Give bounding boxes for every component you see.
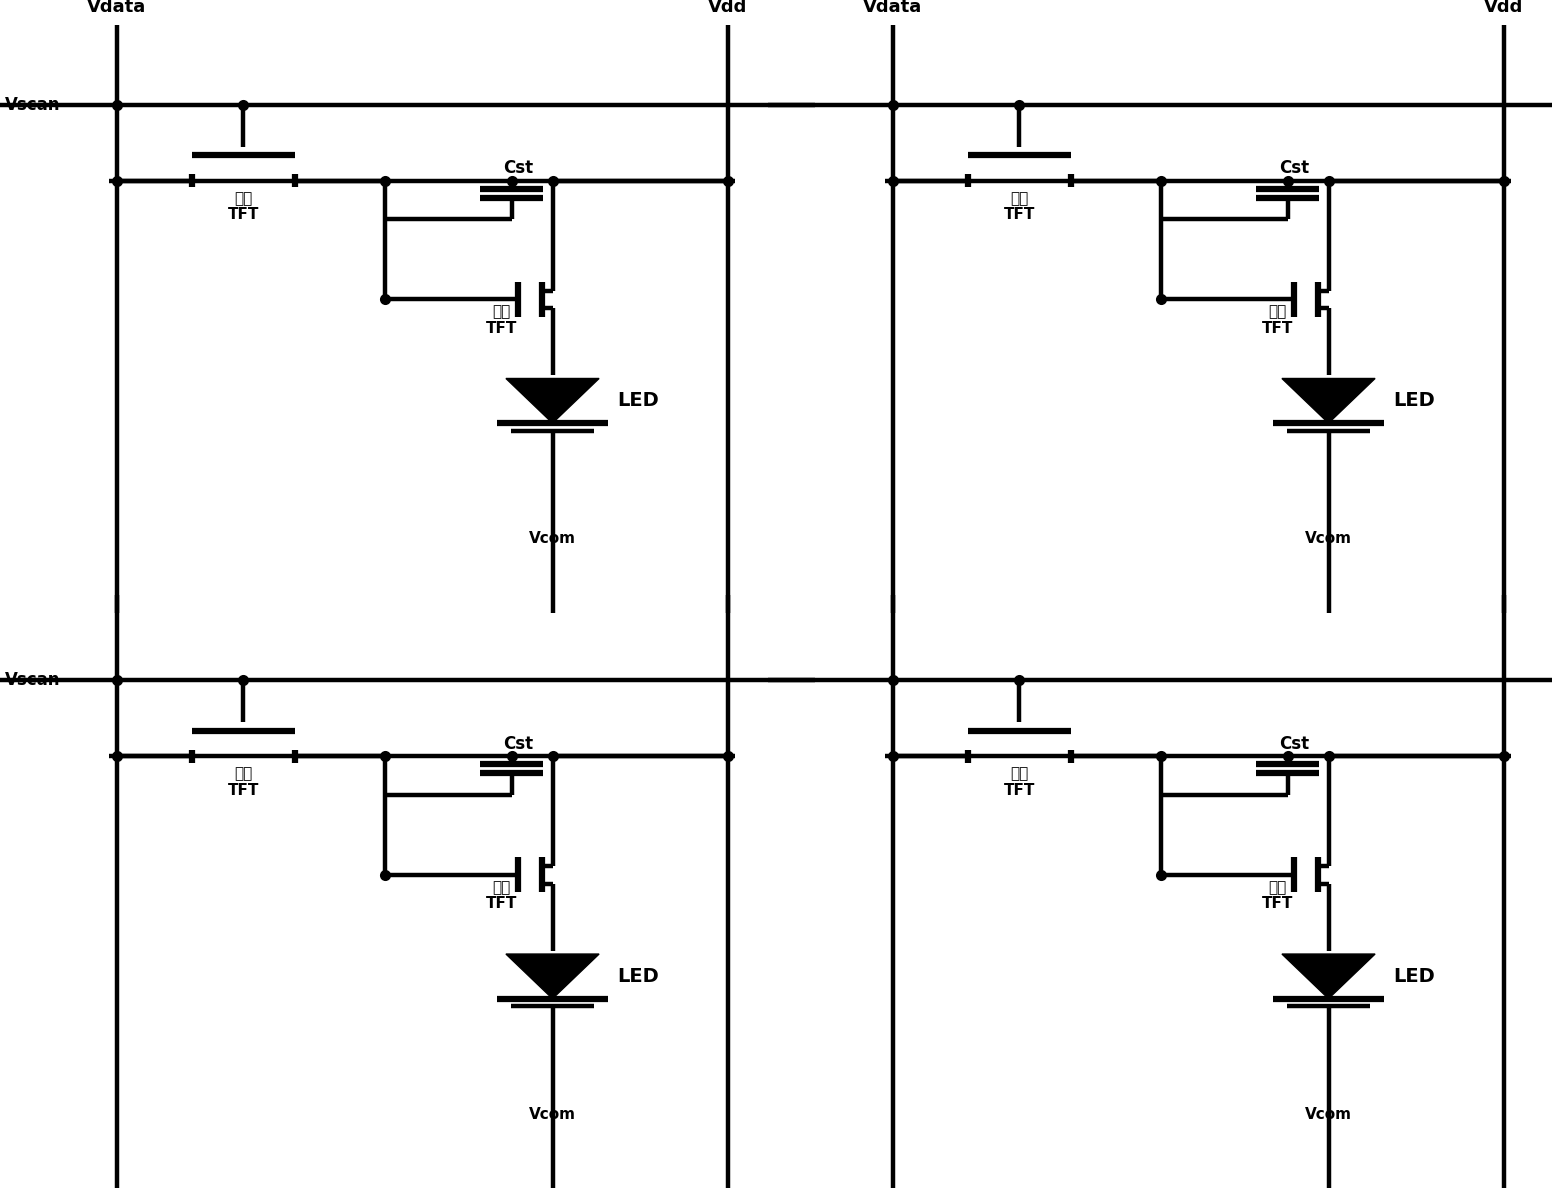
Text: 驱动
TFT: 驱动 TFT: [486, 880, 517, 911]
Text: LED: LED: [618, 967, 660, 986]
Text: LED: LED: [1394, 967, 1436, 986]
Text: LED: LED: [618, 391, 660, 410]
Text: Cst: Cst: [503, 160, 532, 178]
Text: 驱动
TFT: 驱动 TFT: [486, 305, 517, 336]
Text: 开关
TFT: 开关 TFT: [228, 767, 259, 798]
Text: 驱动
TFT: 驱动 TFT: [1262, 305, 1293, 336]
Text: Vdata: Vdata: [87, 0, 146, 16]
Text: Vdd: Vdd: [1484, 0, 1523, 16]
Polygon shape: [1282, 378, 1375, 424]
Polygon shape: [506, 378, 599, 424]
Text: Vcom: Vcom: [529, 1106, 576, 1122]
Text: 驱动
TFT: 驱动 TFT: [1262, 880, 1293, 911]
Text: Cst: Cst: [1279, 160, 1308, 178]
Text: 开关
TFT: 开关 TFT: [1004, 191, 1035, 222]
Text: Vcom: Vcom: [529, 532, 576, 546]
Text: 开关
TFT: 开关 TFT: [228, 191, 259, 222]
Text: Vcom: Vcom: [1305, 1106, 1352, 1122]
Text: LED: LED: [1394, 391, 1436, 410]
Text: Vcom: Vcom: [1305, 532, 1352, 546]
Text: Vdd: Vdd: [708, 0, 747, 16]
Polygon shape: [1282, 954, 1375, 998]
Text: 开关
TFT: 开关 TFT: [1004, 767, 1035, 798]
Polygon shape: [506, 954, 599, 998]
Text: Vdata: Vdata: [863, 0, 922, 16]
Text: Vscan: Vscan: [5, 671, 61, 689]
Text: Cst: Cst: [503, 734, 532, 752]
Text: Vscan: Vscan: [5, 96, 61, 114]
Text: Cst: Cst: [1279, 734, 1308, 752]
